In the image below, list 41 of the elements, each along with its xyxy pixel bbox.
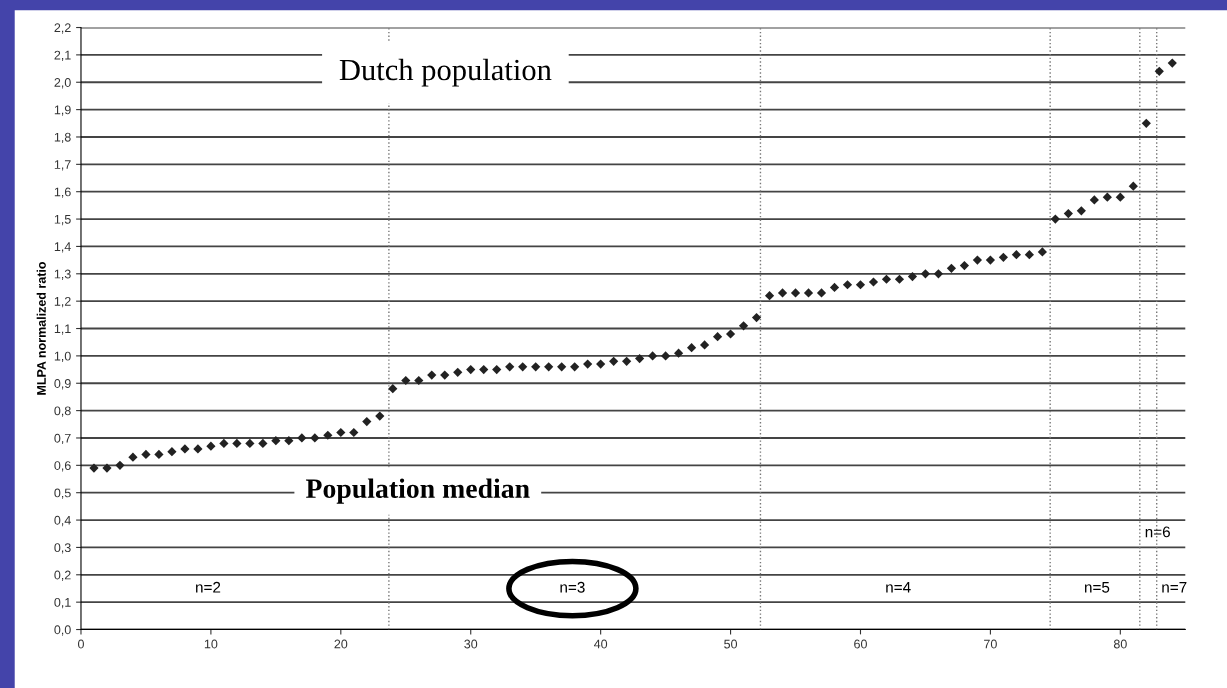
y-tick-label: 1,9 — [54, 105, 71, 116]
y-tick-label: 0,1 — [54, 597, 71, 609]
annotation: n=2 — [196, 581, 221, 593]
y-tick-label: 1,3 — [54, 269, 71, 280]
y-tick-label: 0,4 — [54, 515, 71, 527]
x-tick-label: 30 — [464, 639, 478, 649]
y-tick-label: 1,1 — [54, 324, 71, 335]
x-tick-label: 50 — [724, 639, 738, 649]
y-tick-label: 0,8 — [54, 406, 71, 417]
y-tick-label: 1,7 — [54, 160, 71, 171]
annotation: n=6 — [1145, 526, 1170, 538]
y-tick-label: 0,7 — [54, 433, 71, 445]
y-tick-label: 0,0 — [54, 625, 71, 636]
x-tick-label: 40 — [593, 639, 608, 649]
x-tick-label: 10 — [204, 639, 218, 649]
annotation: Population median — [305, 478, 530, 504]
y-tick-label: 2,0 — [54, 78, 71, 89]
y-tick-label: 0,2 — [54, 570, 71, 581]
annotation: n=3 — [560, 581, 585, 593]
annotation: n=5 — [1085, 582, 1110, 593]
y-tick-label: 0,5 — [54, 488, 71, 499]
x-tick-label: 0 — [77, 639, 84, 649]
y-tick-label: 0,3 — [54, 543, 71, 554]
y-axis-title: MLPA normalized ratio — [36, 261, 46, 395]
x-tick-label: 80 — [1113, 639, 1127, 649]
y-tick-label: 1,4 — [54, 242, 71, 253]
text: Dutch population — [339, 58, 552, 87]
y-tick-label: 1,2 — [54, 296, 71, 308]
y-tick-label: 1,5 — [54, 215, 71, 226]
y-tick-label: 2,1 — [54, 50, 71, 62]
y-tick-label: 2,2 — [54, 23, 71, 34]
annotation: n=4 — [886, 582, 911, 593]
annotation: n=7 — [1162, 582, 1187, 593]
y-tick-label: 0,9 — [54, 379, 71, 390]
y-tick-label: 1,8 — [54, 132, 71, 144]
x-tick-label: 60 — [854, 639, 867, 649]
x-tick-label: 20 — [334, 639, 348, 649]
y-tick-label: 0,6 — [54, 461, 71, 472]
y-tick-label: 1,6 — [54, 187, 71, 198]
x-tick-label: 70 — [984, 639, 997, 649]
y-tick-label: 1,0 — [54, 351, 71, 363]
